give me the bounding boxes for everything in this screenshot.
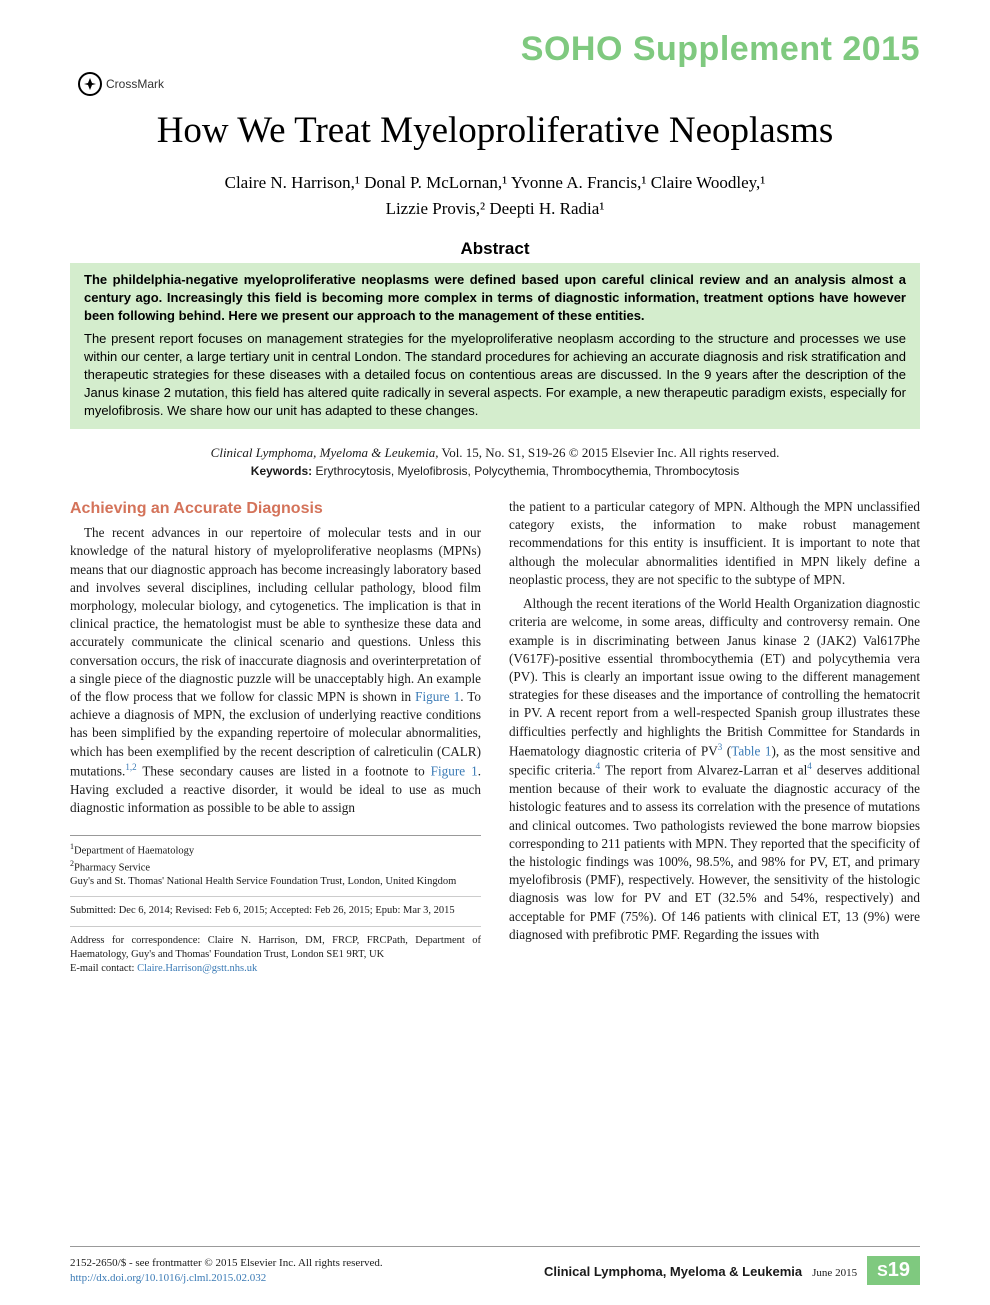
p3-text-b: ( bbox=[722, 743, 731, 758]
citation-vol: Vol. 15, No. S1, S19-26 © 2015 Elsevier … bbox=[438, 445, 779, 460]
page-number-badge: S19 bbox=[867, 1256, 920, 1285]
keywords-line: Keywords: Erythrocytosis, Myelofibrosis,… bbox=[70, 462, 920, 480]
p3-text-e: deserves additional mention because of t… bbox=[509, 763, 920, 942]
figure-1-link[interactable]: Figure 1 bbox=[415, 689, 460, 704]
p3-text-d: The report from Alvarez-Larran et al bbox=[600, 763, 807, 778]
table-1-link[interactable]: Table 1 bbox=[731, 743, 771, 758]
doi-link[interactable]: http://dx.doi.org/10.1016/j.clml.2015.02… bbox=[70, 1272, 266, 1284]
supplement-header: SOHO Supplement 2015 bbox=[70, 30, 920, 69]
abstract-box: The phildelphia-negative myeloproliferat… bbox=[70, 263, 920, 429]
email-link[interactable]: Claire.Harrison@gstt.nhs.uk bbox=[137, 963, 257, 974]
citation-line: Clinical Lymphoma, Myeloma & Leukemia, V… bbox=[70, 443, 920, 463]
citation-block: Clinical Lymphoma, Myeloma & Leukemia, V… bbox=[70, 443, 920, 481]
affiliations-block: 1Department of Haematology 2Pharmacy Ser… bbox=[70, 835, 481, 976]
abstract-body: The present report focuses on management… bbox=[84, 330, 906, 421]
authors-line-1: Claire N. Harrison,¹ Donal P. McLornan,¹… bbox=[225, 173, 766, 192]
crossmark-badge[interactable]: CrossMark bbox=[78, 72, 164, 96]
correspondence-addr: Address for correspondence: Claire N. Ha… bbox=[70, 934, 481, 962]
paragraph-3: Although the recent iterations of the Wo… bbox=[509, 595, 920, 944]
keywords-label: Keywords: bbox=[251, 464, 312, 478]
footer-journal: Clinical Lymphoma, Myeloma & Leukemia bbox=[544, 1264, 802, 1279]
article-title: How We Treat Myeloproliferative Neoplasm… bbox=[70, 109, 920, 152]
figure-1-link-2[interactable]: Figure 1 bbox=[431, 763, 478, 778]
paragraph-2: the patient to a particular category of … bbox=[509, 498, 920, 589]
email-label: E-mail contact: bbox=[70, 963, 137, 974]
footer-right: Clinical Lymphoma, Myeloma & Leukemia Ju… bbox=[544, 1256, 920, 1285]
citation-journal: Clinical Lymphoma, Myeloma & Leukemia, bbox=[211, 445, 439, 460]
authors-line-2: Lizzie Provis,² Deepti H. Radia¹ bbox=[386, 199, 605, 218]
column-right: the patient to a particular category of … bbox=[509, 498, 920, 976]
p1-text-a: The recent advances in our repertoire of… bbox=[70, 525, 481, 704]
crossmark-icon bbox=[78, 72, 102, 96]
correspondence-email-line: E-mail contact: Claire.Harrison@gstt.nhs… bbox=[70, 962, 481, 976]
page-footer: 2152-2650/$ - see frontmatter © 2015 Els… bbox=[70, 1256, 920, 1285]
p1-text-c: These secondary causes are listed in a f… bbox=[137, 763, 431, 778]
page-s-prefix: S bbox=[877, 1263, 888, 1280]
column-left: Achieving an Accurate Diagnosis The rece… bbox=[70, 498, 481, 976]
footer-copyright: 2152-2650/$ - see frontmatter © 2015 Els… bbox=[70, 1256, 383, 1270]
body-columns: Achieving an Accurate Diagnosis The rece… bbox=[70, 498, 920, 976]
keywords-values: Erythrocytosis, Myelofibrosis, Polycythe… bbox=[312, 464, 739, 478]
author-list: Claire N. Harrison,¹ Donal P. McLornan,¹… bbox=[70, 170, 920, 221]
crossmark-label: CrossMark bbox=[106, 77, 164, 91]
paragraph-1: The recent advances in our repertoire of… bbox=[70, 524, 481, 817]
abstract-section: Abstract The phildelphia-negative myelop… bbox=[70, 239, 920, 429]
p3-text-a: Although the recent iterations of the Wo… bbox=[509, 596, 920, 758]
footer-date: June 2015 bbox=[812, 1267, 857, 1279]
abstract-heading: Abstract bbox=[70, 239, 920, 259]
submission-dates: Submitted: Dec 6, 2014; Revised: Feb 6, … bbox=[70, 904, 481, 918]
section-heading-diagnosis: Achieving an Accurate Diagnosis bbox=[70, 498, 481, 520]
abstract-lead: The phildelphia-negative myeloproliferat… bbox=[84, 271, 906, 326]
page-num-value: 19 bbox=[888, 1259, 910, 1281]
ref-1-2[interactable]: 1,2 bbox=[125, 762, 136, 772]
affil-2: 2Pharmacy Service bbox=[70, 859, 481, 876]
affil-inst: Guy's and St. Thomas' National Health Se… bbox=[70, 875, 481, 889]
affil-1: 1Department of Haematology bbox=[70, 842, 481, 859]
footer-left: 2152-2650/$ - see frontmatter © 2015 Els… bbox=[70, 1256, 383, 1285]
footer-rule bbox=[70, 1246, 920, 1247]
